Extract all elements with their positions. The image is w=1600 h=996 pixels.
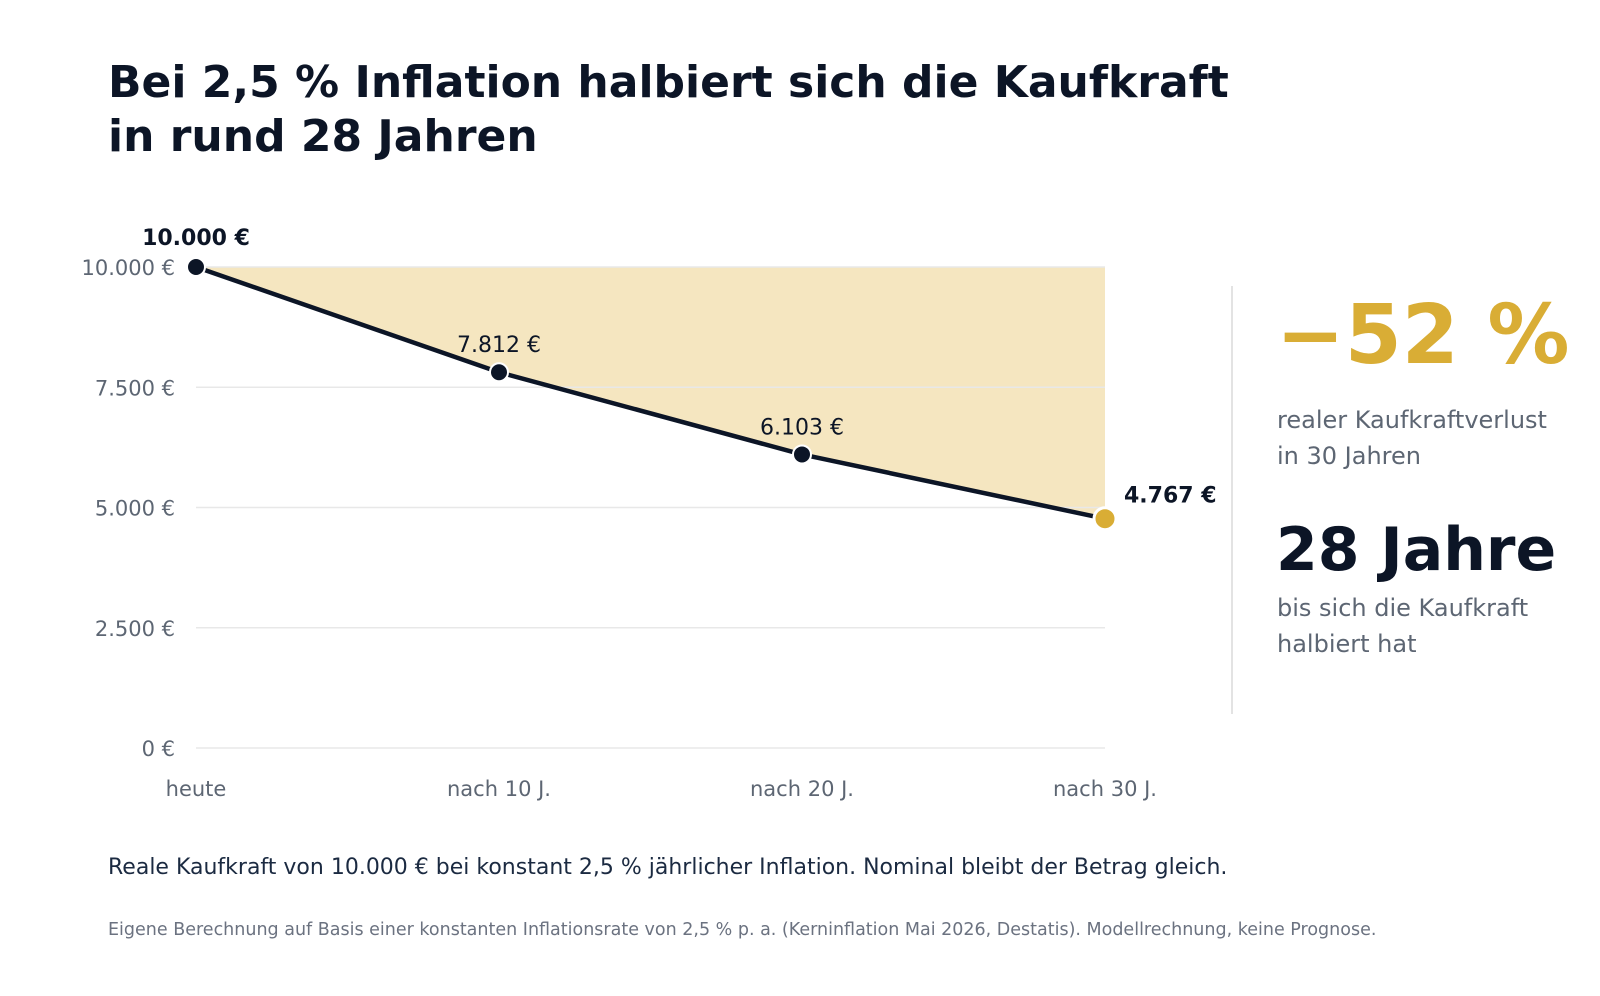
data-point <box>186 257 206 277</box>
source-note: Eigene Berechnung auf Basis einer konsta… <box>108 920 1377 940</box>
data-label: 6.103 € <box>760 415 844 440</box>
chart-title: Bei 2,5 % Inflation halbiert sich die Ka… <box>108 56 1348 164</box>
loss-description-line1: realer Kaufkraftverlust <box>1277 406 1547 434</box>
data-label: 4.767 € <box>1124 484 1217 509</box>
x-tick-label: nach 10 J. <box>447 777 551 801</box>
halving-years: 28 Jahre <box>1276 515 1557 585</box>
y-tick-label: 7.500 € <box>95 376 175 400</box>
y-tick-label: 0 € <box>142 737 175 761</box>
x-tick-label: nach 30 J. <box>1053 777 1157 801</box>
loss-percentage: −52 % <box>1276 288 1570 383</box>
halving-description-line1: bis sich die Kaufkraft <box>1277 594 1529 622</box>
series-line <box>193 264 1108 521</box>
loss-area <box>196 267 1105 519</box>
x-tick-label: heute <box>166 777 227 801</box>
loss-description: realer Kaufkraftverlust in 30 Jahren <box>1277 402 1547 474</box>
y-tick-label: 5.000 € <box>95 497 175 521</box>
chart-title-line2: in rund 28 Jahren <box>108 111 538 162</box>
loss-description-line2: in 30 Jahren <box>1277 442 1421 470</box>
data-label: 7.812 € <box>457 333 541 358</box>
y-tick-label: 2.500 € <box>95 617 175 641</box>
x-tick-label: nach 20 J. <box>750 777 854 801</box>
data-point <box>489 362 509 383</box>
halving-description-line2: halbiert hat <box>1277 630 1417 658</box>
purchasing-power-chart: 0 € 2.500 € 5.000 € 7.500 € 10.000 € heute nac… <box>81 226 1217 801</box>
chart-caption: Reale Kaufkraft von 10.000 € bei konstan… <box>108 855 1228 880</box>
stats-divider <box>1231 286 1233 714</box>
y-tick-label: 10.000 € <box>81 256 175 280</box>
highlight-point <box>1092 506 1118 532</box>
data-point <box>792 444 812 465</box>
halving-description: bis sich die Kaufkraft halbiert hat <box>1277 590 1528 662</box>
data-label: 10.000 € <box>142 226 250 251</box>
chart-title-line1: Bei 2,5 % Inflation halbiert sich die Ka… <box>108 57 1229 108</box>
